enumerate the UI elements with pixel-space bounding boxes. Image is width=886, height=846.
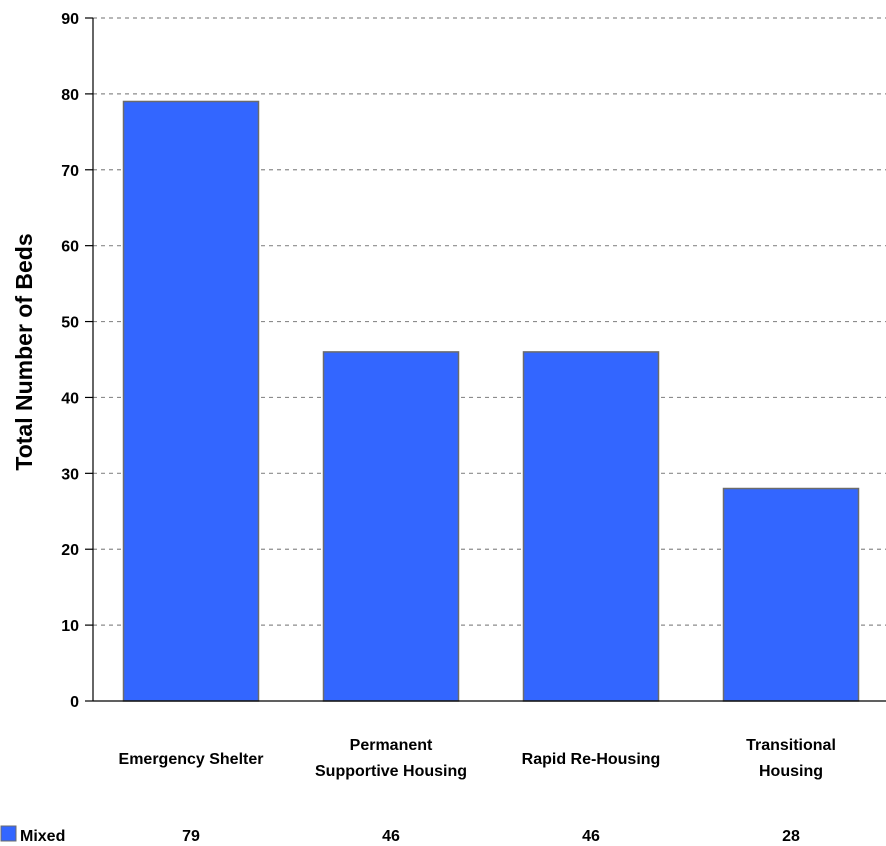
x-category-label: Transitional Housing xyxy=(746,737,836,780)
y-tick-label: 80 xyxy=(61,87,79,104)
y-axis-ticks: 0 10 20 30 40 50 60 70 80 90 xyxy=(61,11,93,711)
y-tick-label: 90 xyxy=(61,11,79,28)
y-tick-label: 30 xyxy=(61,466,79,483)
legend-series-name: Mixed xyxy=(20,828,65,845)
bar xyxy=(522,351,660,702)
legend-swatch xyxy=(0,825,17,842)
y-tick-label: 0 xyxy=(70,694,79,711)
x-category-label-line: Permanent xyxy=(350,737,433,754)
data-table: 79 46 46 28 Mixed xyxy=(0,825,800,845)
x-category-label: Permanent Supportive Housing xyxy=(315,737,467,780)
y-tick-label: 70 xyxy=(61,163,79,180)
y-tick-label: 40 xyxy=(61,390,79,407)
x-category-label-line: Rapid Re-Housing xyxy=(522,751,661,768)
x-category-label-line: Supportive Housing xyxy=(315,763,467,780)
y-tick-label: 50 xyxy=(61,315,79,332)
bar xyxy=(722,487,860,702)
bar xyxy=(322,351,460,702)
y-tick-label: 20 xyxy=(61,542,79,559)
y-tick-label: 10 xyxy=(61,618,79,635)
x-category-label-line: Housing xyxy=(759,763,823,780)
data-table-value: 46 xyxy=(582,828,600,845)
bar xyxy=(122,100,260,702)
x-category-label: Rapid Re-Housing xyxy=(522,751,661,768)
x-category-label-line: Transitional xyxy=(746,737,836,754)
y-axis-title: Total Number of Beds xyxy=(11,233,37,470)
data-table-value: 79 xyxy=(182,828,200,845)
bars xyxy=(122,100,860,702)
x-axis-category-labels: Emergency Shelter Permanent Supportive Hou… xyxy=(119,737,836,780)
y-tick-label: 60 xyxy=(61,239,79,256)
data-table-value: 28 xyxy=(782,828,800,845)
x-category-label-line: Emergency Shelter xyxy=(119,751,264,768)
data-table-value: 46 xyxy=(382,828,400,845)
x-category-label: Emergency Shelter xyxy=(119,751,264,768)
